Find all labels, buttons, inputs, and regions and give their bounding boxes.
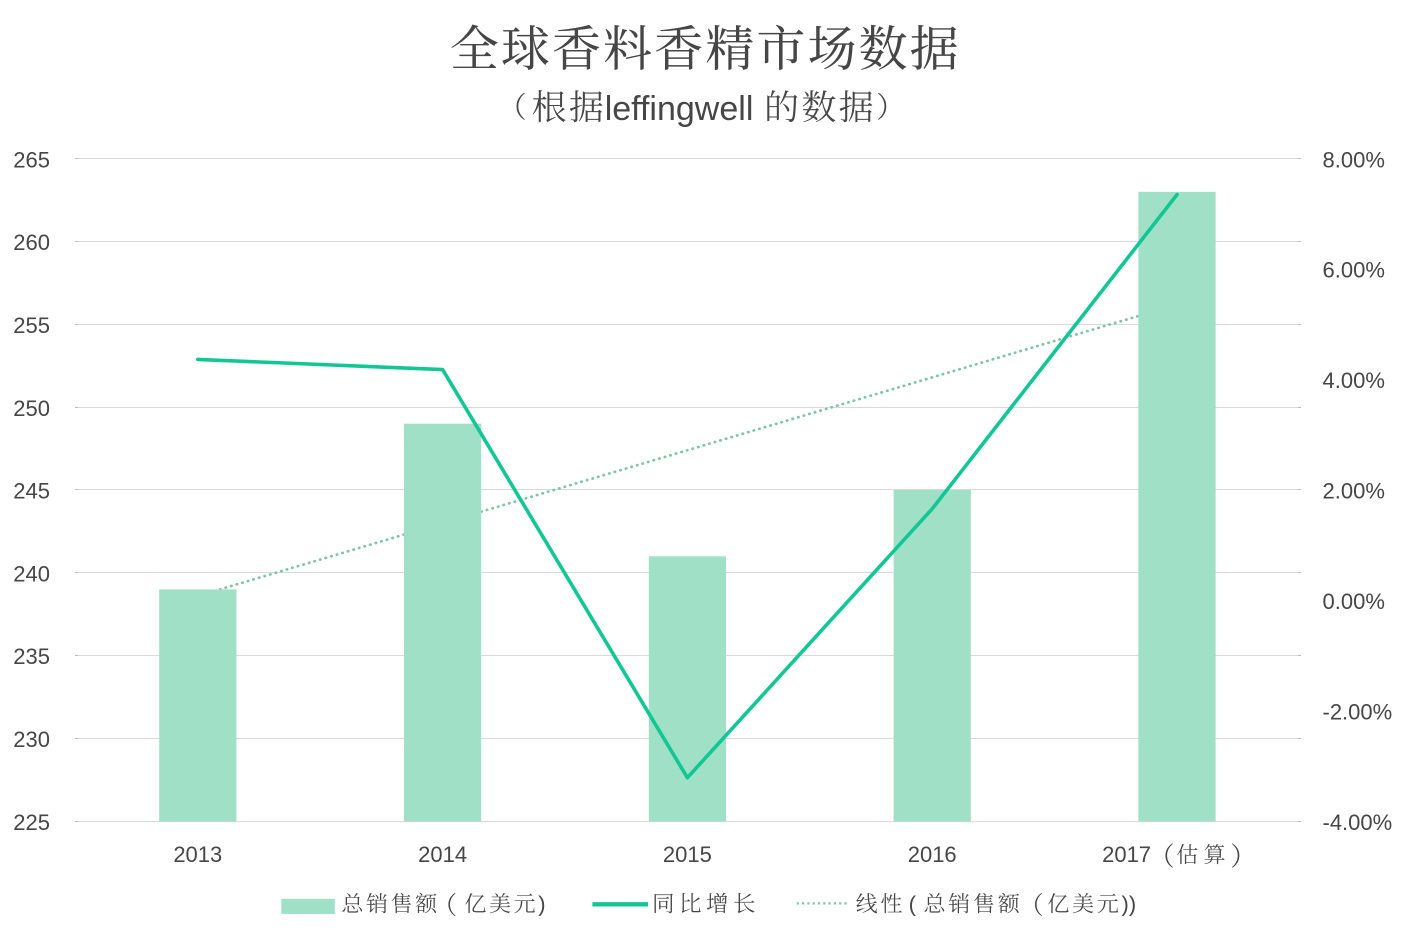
svg-text:8.00%: 8.00%: [1323, 147, 1385, 172]
svg-text:2014: 2014: [418, 842, 467, 867]
svg-text:260: 260: [13, 230, 50, 255]
svg-text:(: (: [909, 892, 917, 917]
svg-text:240: 240: [13, 561, 50, 586]
svg-text:2017: 2017: [1102, 842, 1151, 867]
svg-text:225: 225: [13, 810, 50, 835]
svg-text:6.00%: 6.00%: [1323, 258, 1385, 283]
svg-text:2.00%: 2.00%: [1323, 479, 1385, 504]
svg-text:): ): [538, 892, 545, 917]
svg-text:-4.00%: -4.00%: [1323, 810, 1393, 835]
svg-text:235: 235: [13, 644, 50, 669]
svg-text:255: 255: [13, 313, 50, 338]
svg-text:265: 265: [13, 147, 50, 172]
svg-text:4.00%: 4.00%: [1323, 368, 1385, 393]
svg-text:leffingwell: leffingwell: [605, 90, 754, 128]
svg-text:2013: 2013: [173, 842, 222, 867]
svg-text:230: 230: [13, 727, 50, 752]
svg-text:)): )): [1122, 892, 1137, 917]
svg-text:250: 250: [13, 396, 50, 421]
svg-text:-2.00%: -2.00%: [1323, 700, 1393, 725]
svg-text:2016: 2016: [908, 842, 957, 867]
svg-text:2015: 2015: [663, 842, 712, 867]
svg-text:245: 245: [13, 479, 50, 504]
svg-text:0.00%: 0.00%: [1323, 589, 1385, 614]
